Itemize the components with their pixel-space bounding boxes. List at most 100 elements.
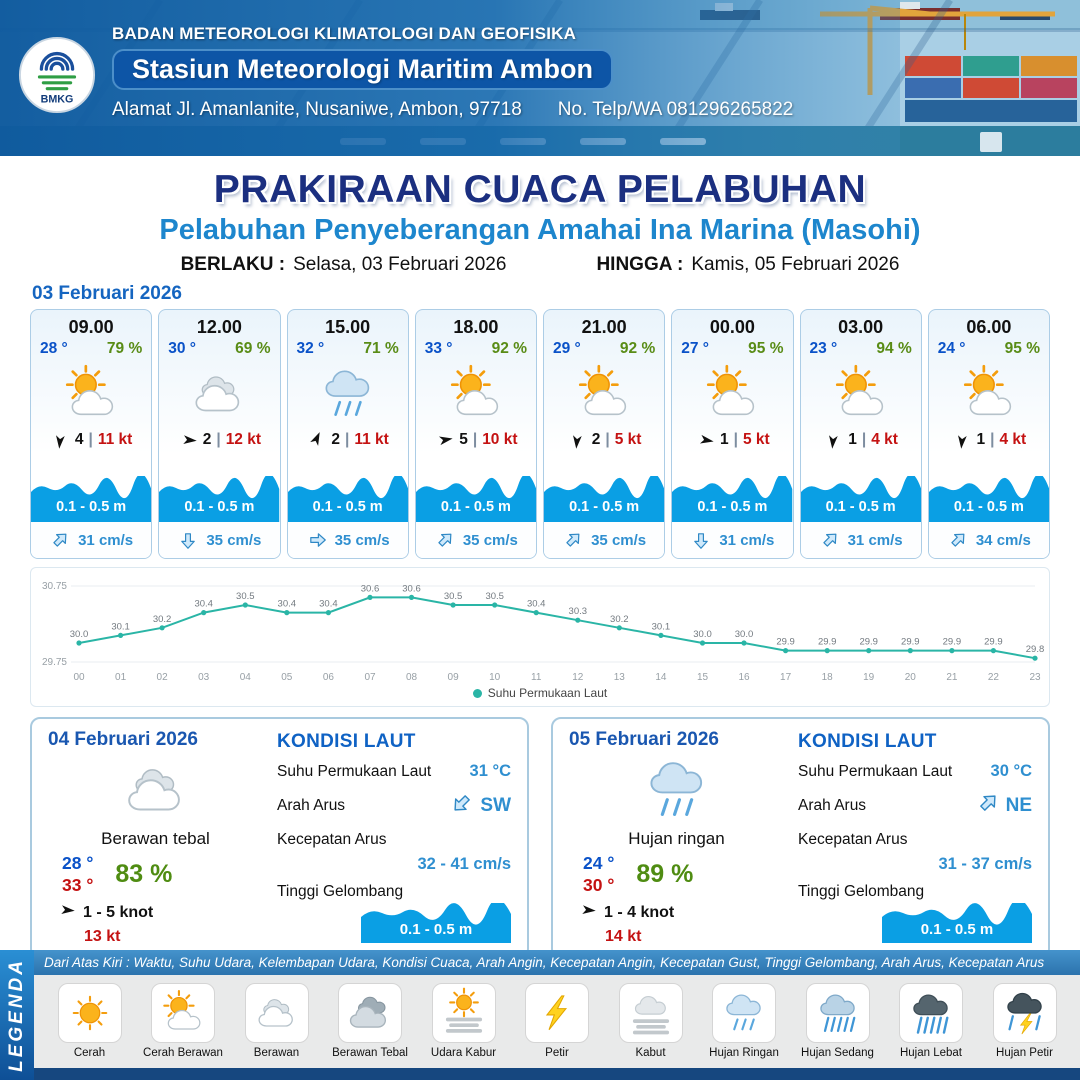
svg-text:30.4: 30.4 [194,599,213,610]
svg-text:06: 06 [323,672,335,683]
legend-side-label: LEGENDA [6,958,27,1072]
current-speed: 34 cm/s [975,531,1031,549]
wave-height-band: 0.1 - 0.5 m [159,476,280,522]
legend-item: Cerah Berawan [139,983,227,1059]
forecast-card: 15.00 32 ° 71 % 2 | 11 kt 0.1 - 0.5 m 35… [286,309,409,559]
wave-height: 0.1 - 0.5 m [399,921,473,938]
current-speed: 35 cm/s [462,531,518,549]
weather-icon [698,359,766,429]
current-speed: 35 cm/s [591,531,647,549]
svg-text:21: 21 [946,672,958,683]
legend-label: Cerah Berawan [143,1047,223,1059]
legend-side-strip: LEGENDA [0,950,34,1080]
current-row: 31 cm/s [800,522,921,558]
weather-icon [570,359,638,429]
wind-value: 4 [74,431,84,448]
current-direction-icon [562,529,584,551]
temperature: 23 ° [809,340,838,357]
wind-value: 2 [591,431,601,448]
divider: | [345,431,350,448]
legend-weather-icon [899,983,963,1043]
current-direction-icon [975,790,1001,822]
wind-speed: 4 kt [871,431,898,448]
current-speed: 31 cm/s [719,531,775,549]
wave-height: 0.1 - 0.5 m [825,499,896,515]
legend-item: Kabut [607,983,695,1059]
temp-max: 33 ° [62,875,94,895]
temp-min: 24 ° [583,853,615,873]
wave-height-label: Tinggi Gelombang [798,883,925,900]
wind-value: 2 [202,431,212,448]
wind-direction-icon [306,430,326,450]
wind-direction-icon [952,430,972,450]
wave-shape [31,476,152,522]
legend-weather-icon [57,983,122,1043]
wave-height-band: 0.1 - 0.5 m [928,476,1049,522]
humidity: 92 % [491,340,527,357]
legend-label: Cerah [73,1047,106,1059]
current-row: 31 cm/s [31,522,152,558]
svg-text:01: 01 [115,672,127,683]
divider: | [472,431,478,448]
wind-direction-icon [56,900,76,925]
temperature: 27 ° [681,340,709,357]
current-speed-label: Kecepatan Arus [277,831,387,848]
svg-text:30.6: 30.6 [361,583,380,594]
current-direction-icon [49,529,71,551]
sst-label: Suhu Permukaan Laut [277,762,432,780]
wave-height: 0.1 - 0.5 m [920,921,994,938]
svg-text:13: 13 [614,672,626,683]
current-speed: 35 cm/s [206,531,262,549]
wind-value: 1 [976,431,986,448]
wave-shape [544,476,665,522]
logo-text: BMKG [41,93,74,105]
wind-direction-icon [823,430,843,450]
svg-text:08: 08 [406,672,418,683]
wave-height-band: 0.1 - 0.5 m [287,476,408,522]
svg-text:29.9: 29.9 [818,637,837,648]
svg-text:05: 05 [281,672,293,683]
wave-height: 0.1 - 0.5 m [184,499,255,515]
station-name: Stasiun Meteorologi Maritim Ambon [112,49,614,90]
svg-text:15: 15 [697,672,709,683]
svg-text:29.9: 29.9 [901,637,920,648]
weather-icon [827,359,895,429]
svg-text:29.9: 29.9 [943,637,962,648]
header-text: BADAN METEOROLOGI KLIMATOLOGI DAN GEOFIS… [112,24,793,121]
wind-direction-icon [577,900,597,925]
wind-value: 1 [720,431,729,448]
gust-speed: 14 kt [605,928,642,945]
daily-date: 04 Februari 2026 [48,729,198,750]
svg-text:29.75: 29.75 [42,657,67,668]
legend-items: Cerah Cerah Berawan Berawan Berawan Teba… [34,975,1080,1068]
wave-height-band: 0.1 - 0.5 m [31,476,152,522]
current-direction-label: Arah Arus [798,797,867,814]
legend-marker [472,688,482,698]
wind-direction-icon [434,430,454,450]
legend-item: Cerah [46,983,134,1059]
divider: | [861,431,867,448]
legend-label: Hujan Ringan [709,1047,779,1059]
weather-icon [955,359,1023,429]
svg-text:04: 04 [240,672,252,683]
current-direction-icon [449,790,475,822]
current-direction-icon [819,529,841,551]
current-direction-icon [177,529,199,551]
svg-text:17: 17 [780,672,792,683]
temperature: 24 ° [937,340,966,357]
svg-text:14: 14 [655,672,667,683]
svg-text:30.2: 30.2 [610,614,629,625]
forecast-cards: 09.00 28 ° 79 % 4 | 11 kt 0.1 - 0.5 m 31… [0,309,1080,559]
current-row: 31 cm/s [672,522,793,558]
svg-text:18: 18 [822,672,834,683]
current-row: 35 cm/s [159,522,280,558]
temp-max: 30 ° [583,875,615,895]
wind-row: 2 | 5 kt [567,430,641,450]
svg-text:29.8: 29.8 [1026,644,1045,655]
station-contact: No. Telp/WA 081296265822 [557,99,794,120]
time-label: 18.00 [453,317,499,337]
wave-height: 0.1 - 0.5 m [440,499,511,515]
forecast-date: 03 Februari 2026 [32,283,182,304]
divider: | [990,431,995,448]
chart-legend: Suhu Permukaan Laut [33,686,1047,706]
